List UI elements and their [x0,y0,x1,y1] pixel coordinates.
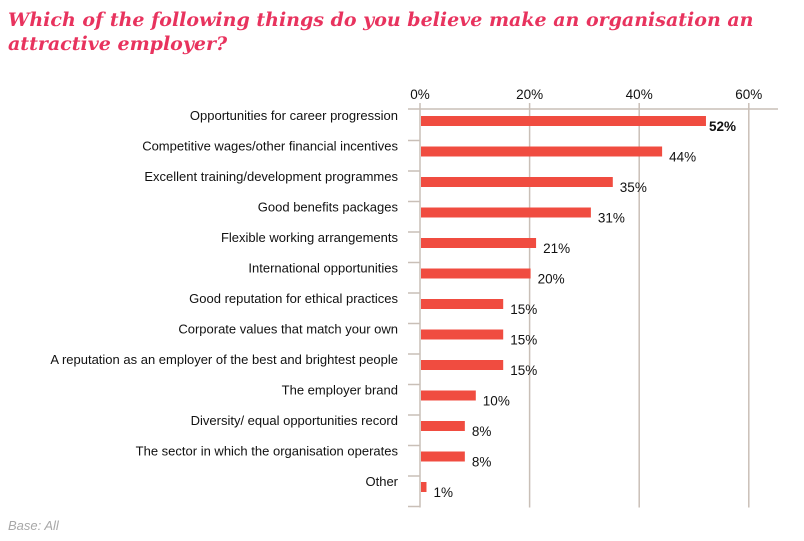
data-label: 52% [709,119,736,134]
bar [421,116,706,126]
category-label: Excellent training/development programme… [144,169,398,184]
data-label: 8% [472,455,492,470]
x-tick-label: 40% [626,87,653,102]
bar [421,238,537,248]
data-label: 20% [538,272,565,287]
data-label: 15% [510,333,537,348]
data-label: 35% [620,180,647,195]
x-tick-label: 0% [410,87,430,102]
data-label: 1% [433,485,453,500]
x-tick-label: 60% [735,87,762,102]
bar [421,268,531,279]
data-label: 21% [543,241,570,256]
bar [421,177,613,187]
bar [421,207,591,218]
category-label: Flexible working arrangements [221,230,399,245]
bar [421,421,465,431]
bar [421,390,476,401]
bar [421,329,504,340]
category-label: Good reputation for ethical practices [189,291,398,306]
bar [421,299,504,309]
category-label: Other [365,474,398,489]
data-label: 15% [510,302,537,317]
base-footnote: Base: All [8,518,59,533]
category-label: Diversity/ equal opportunities record [191,413,398,428]
bar [421,146,663,157]
category-label: A reputation as an employer of the best … [50,352,398,367]
x-tick-label: 20% [516,87,543,102]
data-label: 44% [669,150,696,165]
category-label: Opportunities for career progression [190,108,398,123]
category-label: Good benefits packages [258,200,399,215]
bar [421,360,504,370]
data-label: 8% [472,424,492,439]
category-label: The employer brand [282,383,398,398]
bar [421,482,427,492]
category-label: International opportunities [248,261,398,276]
data-label: 10% [483,394,510,409]
bar [421,451,465,462]
category-label: The sector in which the organisation ope… [136,444,399,459]
category-label: Competitive wages/other financial incent… [142,139,398,154]
chart-title: Which of the following things do you bel… [8,9,754,55]
data-label: 31% [598,211,625,226]
data-label: 15% [510,363,537,378]
category-label: Corporate values that match your own [178,322,398,337]
